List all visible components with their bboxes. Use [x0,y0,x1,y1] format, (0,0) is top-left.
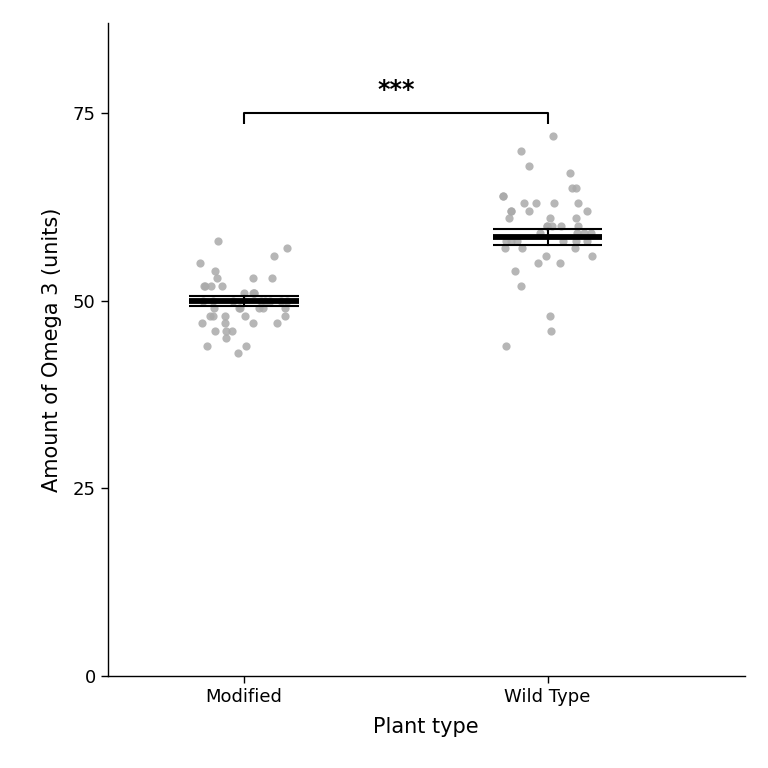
Point [499,242,511,254]
Point [571,227,584,240]
Point [196,317,208,329]
Point [210,272,223,284]
Point [570,212,582,224]
Point [503,212,515,224]
Point [581,234,593,247]
Point [581,204,593,217]
Point [197,280,210,292]
Point [541,220,553,232]
Point [204,310,216,322]
Point [227,294,239,306]
Point [205,280,217,292]
Point [541,220,553,232]
Point [220,325,233,337]
Point [515,280,528,292]
Point [248,287,260,300]
Point [266,272,278,284]
Point [547,130,559,142]
Point [255,294,267,306]
Point [207,310,219,322]
Point [220,332,233,344]
Point [253,302,265,314]
Point [201,339,214,352]
Point [515,144,528,157]
Point [544,310,556,322]
Point [279,302,291,314]
Point [539,250,551,262]
Point [216,280,228,292]
Point [240,310,252,322]
Point [247,287,260,300]
Text: ***: *** [377,78,415,102]
Point [578,227,590,240]
Point [247,317,259,329]
Point [247,272,260,284]
Point [505,234,517,247]
Point [237,287,250,300]
Point [259,294,271,306]
Point [532,257,545,270]
Point [268,250,280,262]
Point [505,204,517,217]
Point [257,302,270,314]
Point [546,220,558,232]
Point [497,190,509,202]
Point [545,325,558,337]
Point [554,220,567,232]
Point [523,204,535,217]
Point [233,302,245,314]
Point [566,182,578,194]
Point [209,325,221,337]
X-axis label: Plant type: Plant type [373,717,479,737]
Point [232,347,244,359]
Point [198,280,210,292]
Point [511,234,524,247]
Point [570,234,582,247]
Point [209,264,221,276]
Point [548,197,560,209]
Point [572,220,584,232]
Point [197,294,209,306]
Point [544,212,556,224]
Point [240,339,253,352]
Point [207,294,219,306]
Point [509,264,521,276]
Point [219,310,231,322]
Point [279,310,291,322]
Point [234,302,247,314]
Point [554,257,567,270]
Point [500,339,512,352]
Y-axis label: Amount of Omega 3 (units): Amount of Omega 3 (units) [41,207,61,492]
Point [194,257,207,270]
Point [571,182,583,194]
Point [275,294,287,306]
Point [571,197,584,209]
Point [531,197,543,209]
Point [500,234,512,247]
Point [569,242,581,254]
Point [534,227,546,240]
Point [497,190,509,202]
Point [271,317,283,329]
Point [212,234,224,247]
Point [208,302,220,314]
Point [516,242,528,254]
Point [558,234,570,247]
Point [522,160,535,172]
Point [219,317,231,329]
Point [264,294,276,306]
Point [505,204,517,217]
Point [564,167,576,179]
Point [226,325,238,337]
Point [280,294,293,306]
Point [248,287,260,300]
Point [584,227,597,240]
Point [518,197,530,209]
Point [281,242,293,254]
Point [586,250,598,262]
